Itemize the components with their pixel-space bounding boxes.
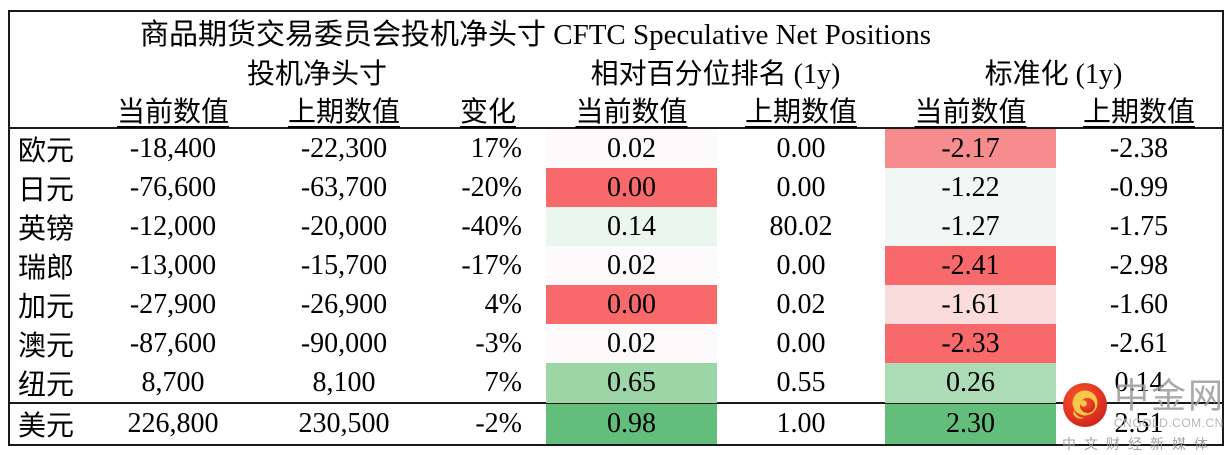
subheader-row: 当前数值 上期数值 变化 当前数值 上期数值 当前数值 上期数值 — [10, 90, 1222, 129]
pct-current-cell: 0.00 — [546, 285, 717, 325]
currency-cell: 加元 — [18, 292, 75, 323]
change-cell: 7% — [484, 367, 522, 398]
currency-cell: 英镑 — [18, 214, 75, 245]
spec-current-cell: 226,800 — [127, 408, 219, 439]
pct-previous-cell: 0.55 — [776, 367, 826, 398]
subheader-spec-previous: 上期数值 — [258, 90, 430, 130]
std-previous-cell: 2.51 — [1114, 408, 1164, 439]
subheader-label: 当前数值 — [575, 97, 688, 128]
std-current-cell: -2.41 — [885, 246, 1056, 286]
table-title: 商品期货交易委员会投机净头寸 CFTC Speculative Net Posi… — [140, 19, 932, 51]
pct-previous-cell: 0.00 — [776, 133, 826, 164]
change-cell: 17% — [470, 133, 522, 164]
std-current-cell: -1.27 — [885, 207, 1056, 247]
spec-current-cell: 8,700 — [141, 367, 205, 398]
currency-cell: 美元 — [18, 411, 75, 442]
spec-current-cell: -87,600 — [129, 328, 217, 359]
std-previous-cell: -2.61 — [1109, 328, 1169, 359]
table-row: 日元 -76,600 -63,700 -20% 0.00 0.00 -1.22 … — [10, 168, 1222, 208]
spec-current-cell: -76,600 — [129, 172, 217, 203]
subheader-spacer — [10, 90, 88, 130]
spec-current-cell: -12,000 — [129, 211, 217, 242]
table-row: 欧元 -18,400 -22,300 17% 0.02 0.00 -2.17 -… — [10, 129, 1222, 169]
pct-previous-cell: 0.02 — [776, 289, 826, 320]
table-row: 瑞郎 -13,000 -15,700 -17% 0.02 0.00 -2.41 … — [10, 246, 1222, 286]
std-current-cell: -1.61 — [885, 285, 1056, 325]
table-row: 澳元 -87,600 -90,000 -3% 0.02 0.00 -2.33 -… — [10, 324, 1222, 364]
pct-current-cell: 0.98 — [546, 404, 717, 444]
spec-current-cell: -13,000 — [129, 250, 217, 281]
currency-cell: 瑞郎 — [18, 253, 75, 284]
spec-previous-cell: -63,700 — [300, 172, 388, 203]
std-current-cell: -2.33 — [885, 324, 1056, 364]
std-previous-cell: -2.98 — [1109, 250, 1169, 281]
pct-current-cell: 0.02 — [546, 129, 717, 169]
spec-current-cell: -27,900 — [129, 289, 217, 320]
spec-previous-cell: -15,700 — [300, 250, 388, 281]
currency-cell: 澳元 — [18, 331, 75, 362]
currency-cell: 日元 — [18, 175, 75, 206]
table-row: 纽元 8,700 8,100 7% 0.65 0.55 0.26 0.14 — [10, 363, 1222, 403]
spec-previous-cell: -26,900 — [300, 289, 388, 320]
std-previous-cell: -1.60 — [1109, 289, 1169, 320]
table-row: 加元 -27,900 -26,900 4% 0.00 0.02 -1.61 -1… — [10, 285, 1222, 325]
subheader-label: 变化 — [459, 97, 516, 128]
change-cell: -17% — [461, 250, 522, 281]
subheader-pct-current: 当前数值 — [546, 90, 717, 130]
pct-current-cell: 0.14 — [546, 207, 717, 247]
currency-cell: 欧元 — [18, 136, 75, 167]
std-current-cell: 2.30 — [885, 404, 1056, 444]
pct-current-cell: 0.00 — [546, 168, 717, 208]
subheader-std-current: 当前数值 — [885, 90, 1056, 130]
change-cell: -40% — [461, 211, 522, 242]
spec-previous-cell: 230,500 — [298, 408, 390, 439]
change-cell: -3% — [475, 328, 522, 359]
std-current-cell: -1.22 — [885, 168, 1056, 208]
subheader-pct-previous: 上期数值 — [717, 90, 885, 130]
subheader-label: 上期数值 — [744, 97, 857, 128]
table-row: 美元 226,800 230,500 -2% 0.98 1.00 2.30 2.… — [10, 402, 1222, 444]
pct-previous-cell: 0.00 — [776, 250, 826, 281]
std-current-cell: 0.26 — [885, 363, 1056, 403]
spec-previous-cell: -22,300 — [300, 133, 388, 164]
change-cell: 4% — [484, 289, 522, 320]
pct-previous-cell: 80.02 — [769, 211, 833, 242]
subheader-label: 当前数值 — [116, 97, 229, 128]
currency-cell: 纽元 — [18, 370, 75, 401]
pct-previous-cell: 1.00 — [776, 408, 826, 439]
subheader-label: 当前数值 — [914, 97, 1027, 128]
pct-current-cell: 0.65 — [546, 363, 717, 403]
std-current-cell: -2.17 — [885, 129, 1056, 169]
spec-previous-cell: -20,000 — [300, 211, 388, 242]
subheader-label: 上期数值 — [287, 97, 400, 128]
group-header-standardized: 标准化 (1y) — [984, 59, 1123, 90]
spec-previous-cell: -90,000 — [300, 328, 388, 359]
subheader-change: 变化 — [430, 90, 546, 130]
change-cell: -20% — [461, 172, 522, 203]
group-header-percentile: 相对百分位排名 (1y) — [590, 59, 841, 90]
spec-previous-cell: 8,100 — [312, 367, 376, 398]
table-body: 欧元 -18,400 -22,300 17% 0.02 0.00 -2.17 -… — [10, 129, 1222, 444]
pct-current-cell: 0.02 — [546, 246, 717, 286]
subheader-label: 上期数值 — [1082, 97, 1195, 128]
change-cell: -2% — [475, 408, 522, 439]
subheader-spec-current: 当前数值 — [88, 90, 258, 130]
std-previous-cell: -0.99 — [1109, 172, 1169, 203]
std-previous-cell: -2.38 — [1109, 133, 1169, 164]
pct-previous-cell: 0.00 — [776, 172, 826, 203]
pct-current-cell: 0.02 — [546, 324, 717, 364]
std-previous-cell: -1.75 — [1109, 211, 1169, 242]
group-header-row: 投机净头寸 相对百分位排名 (1y) 标准化 (1y) — [10, 52, 1222, 90]
cftc-table: 商品期货交易委员会投机净头寸 CFTC Speculative Net Posi… — [8, 10, 1224, 446]
group-header-speculative: 投机净头寸 — [246, 59, 387, 90]
std-previous-cell: 0.14 — [1114, 367, 1164, 398]
pct-previous-cell: 0.00 — [776, 328, 826, 359]
table-row: 英镑 -12,000 -20,000 -40% 0.14 80.02 -1.27… — [10, 207, 1222, 247]
subheader-std-previous: 上期数值 — [1056, 90, 1222, 130]
spec-current-cell: -18,400 — [129, 133, 217, 164]
